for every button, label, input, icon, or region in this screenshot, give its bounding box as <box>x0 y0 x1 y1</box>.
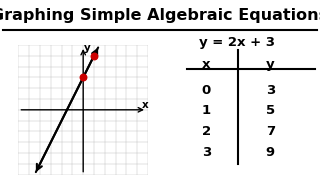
Text: y: y <box>84 43 91 53</box>
Text: x: x <box>202 58 211 71</box>
Text: 3: 3 <box>202 146 211 159</box>
Text: 1: 1 <box>202 104 211 117</box>
Point <box>92 54 97 57</box>
Point <box>81 76 86 79</box>
Text: 3: 3 <box>266 84 275 96</box>
Text: y: y <box>266 58 275 71</box>
Text: 2: 2 <box>202 125 211 138</box>
Text: 7: 7 <box>266 125 275 138</box>
Text: 5: 5 <box>266 104 275 117</box>
Point <box>102 33 108 36</box>
Text: 9: 9 <box>266 146 275 159</box>
Text: Graphing Simple Algebraic Equations: Graphing Simple Algebraic Equations <box>0 8 320 23</box>
Text: y = 2x + 3: y = 2x + 3 <box>199 36 275 49</box>
Text: x: x <box>141 100 148 110</box>
Text: 0: 0 <box>202 84 211 96</box>
